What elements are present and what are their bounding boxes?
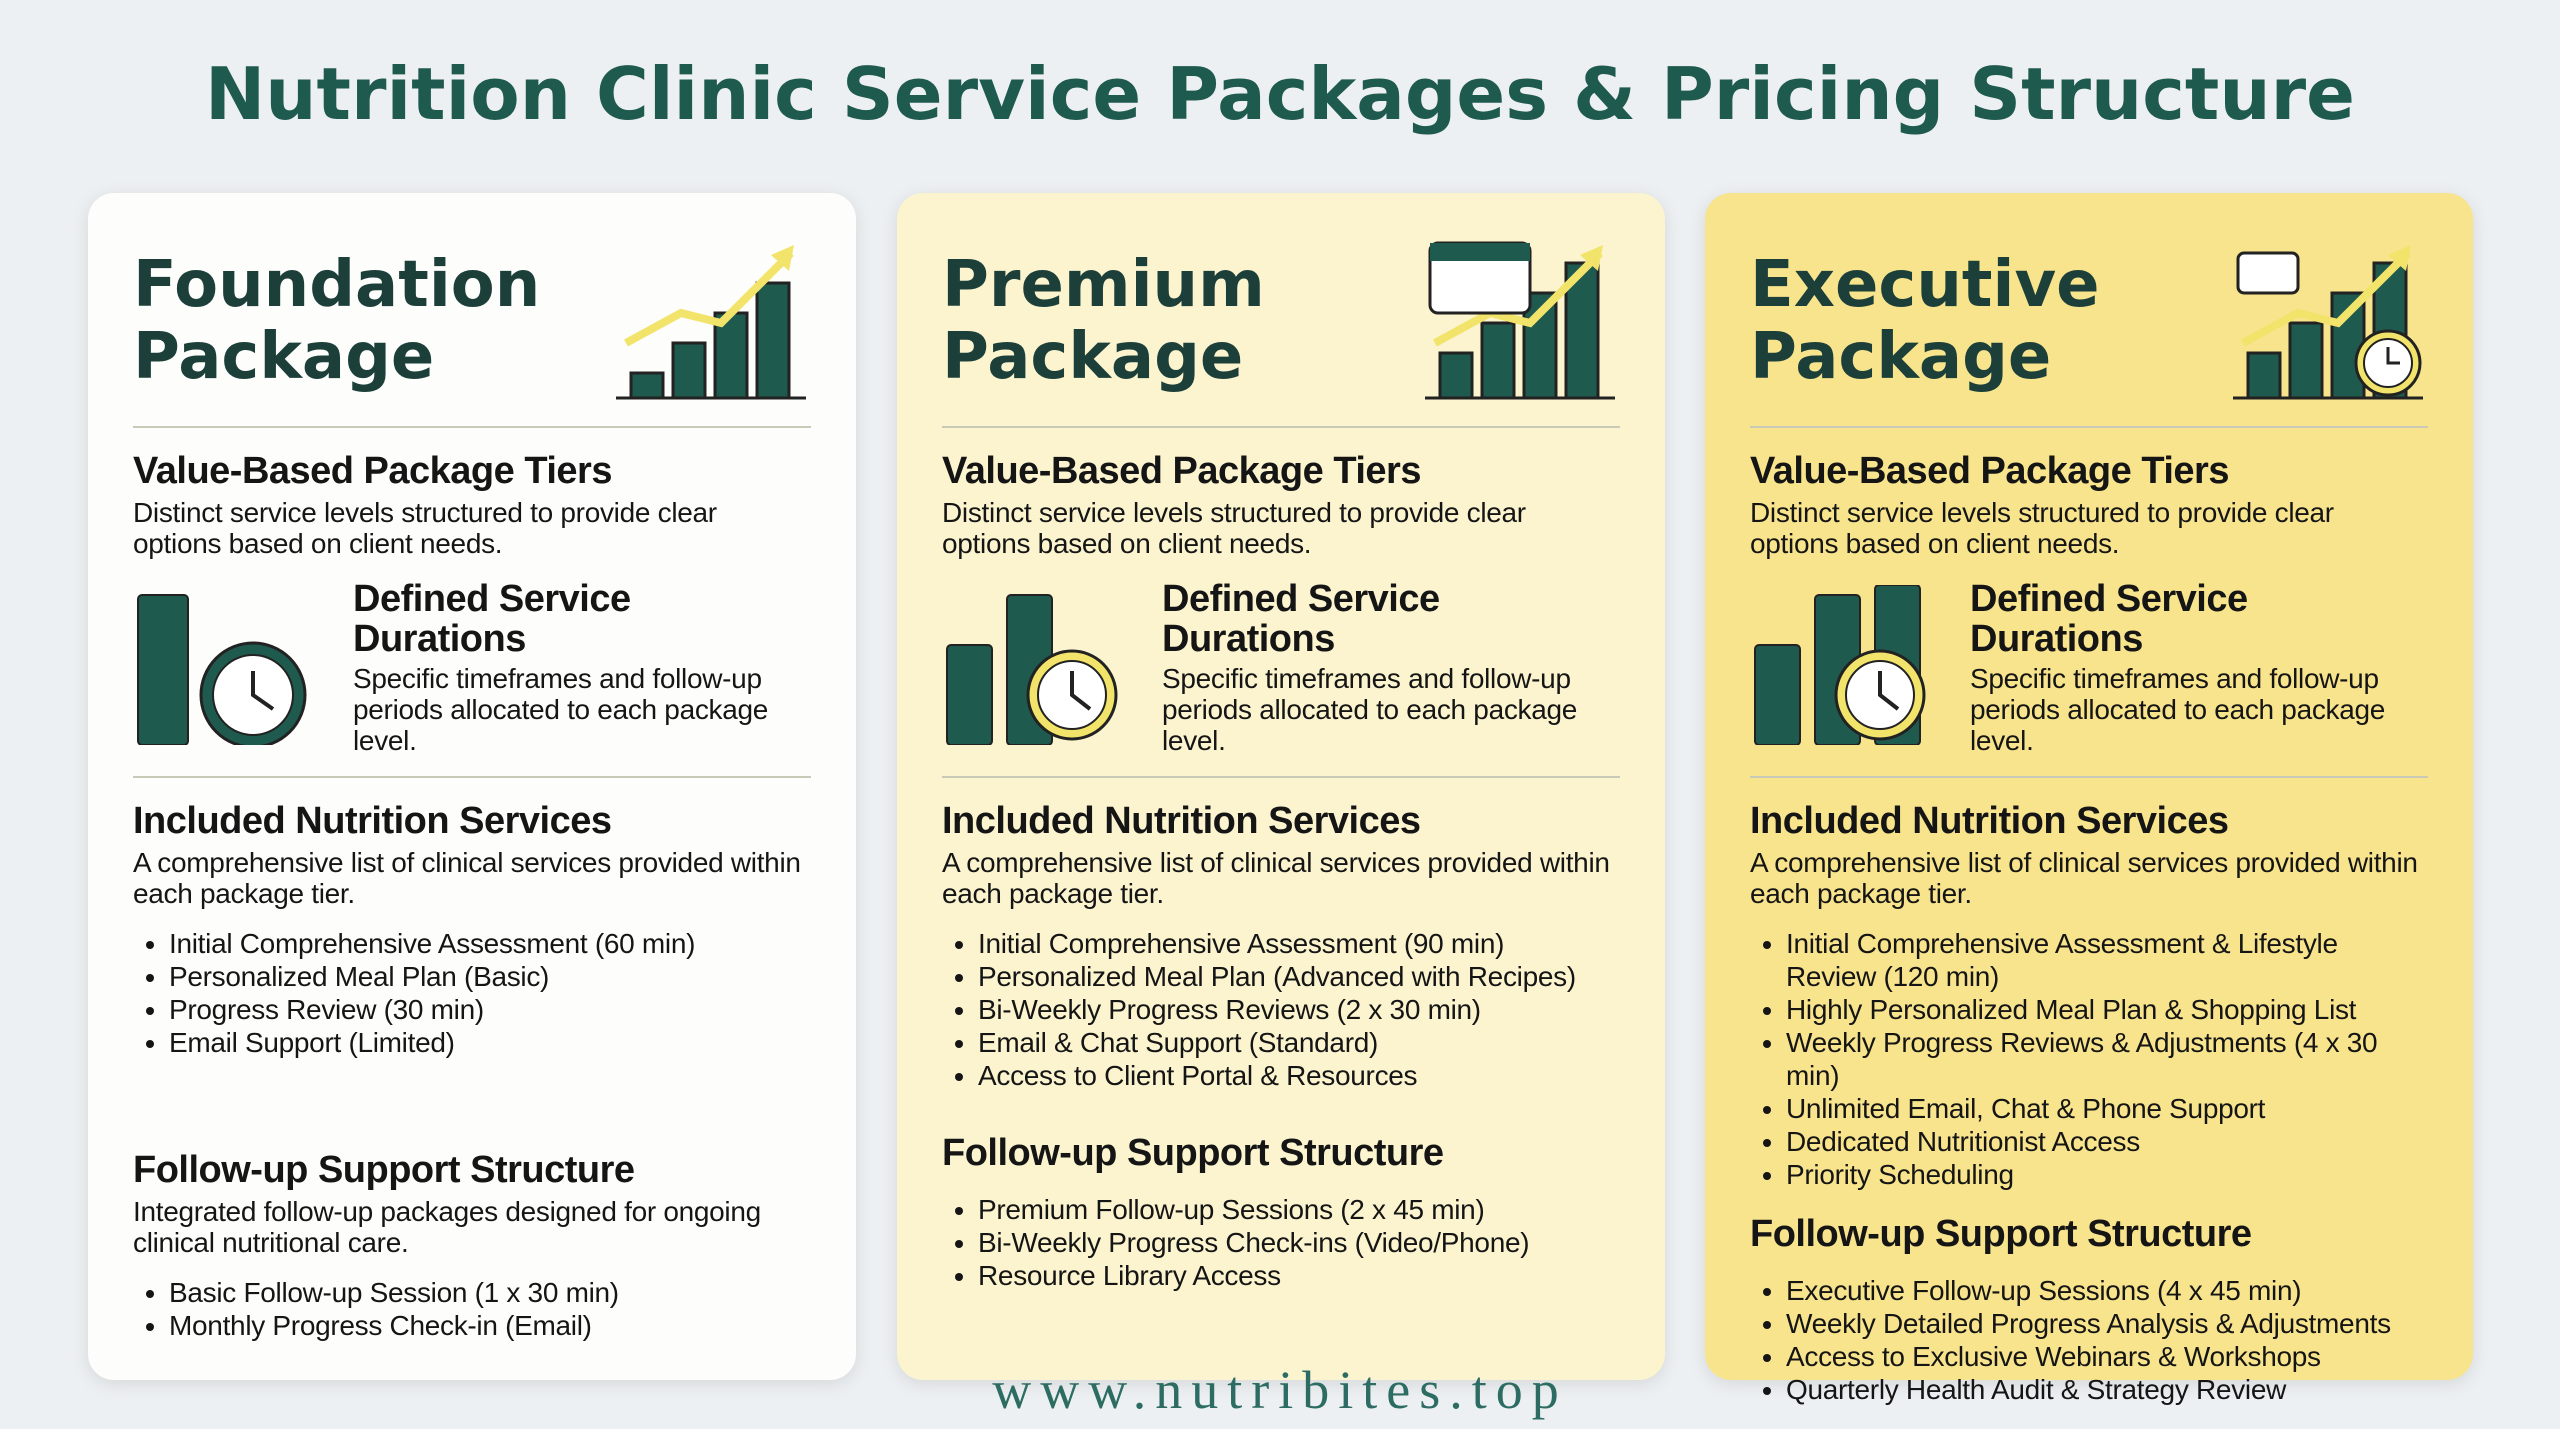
section-heading: Included Nutrition Services (133, 800, 612, 842)
service-item: Email & Chat Support (Standard) (978, 1026, 1620, 1059)
followup-item: Executive Follow-up Sessions (4 x 45 min… (1786, 1274, 2428, 1307)
package-name: Foundation Package (133, 247, 541, 394)
service-list: Initial Comprehensive Assessment & Lifes… (1750, 927, 2428, 1191)
section-heading: Defined Service Durations (353, 578, 631, 660)
package-name: Executive Package (1750, 247, 2100, 394)
service-item: Unlimited Email, Chat & Phone Support (1786, 1092, 2428, 1125)
followup-item: Premium Follow-up Sessions (2 x 45 min) (978, 1193, 1620, 1226)
package-card: Premium Package Value-Based Package Tier… (897, 193, 1665, 1380)
section-heading: Defined Service Durations (1970, 578, 2248, 660)
section-heading: Follow-up Support Structure (133, 1149, 635, 1191)
service-item: Initial Comprehensive Assessment (60 min… (169, 927, 811, 960)
section-text: Specific timeframes and follow-up period… (1162, 663, 1578, 756)
followup-section: Follow-up Support Structure Executive Fol… (1750, 1213, 2428, 1406)
service-item: Personalized Meal Plan (Basic) (169, 960, 811, 993)
footer-url[interactable]: www.nutribites.top (992, 1360, 1568, 1420)
service-item: Dedicated Nutritionist Access (1786, 1125, 2428, 1158)
service-item: Weekly Progress Reviews & Adjustments (4… (1786, 1026, 2428, 1092)
section-text: Integrated follow-up packages designed f… (133, 1196, 761, 1258)
service-item: Priority Scheduling (1786, 1158, 2428, 1191)
section-heading: Value-Based Package Tiers (942, 450, 1421, 492)
section-heading: Follow-up Support Structure (942, 1132, 1444, 1174)
package-card: Executive Package Value-Based Package Ti… (1705, 193, 2473, 1405)
durations-text: Defined Service Durations Specific timefr… (353, 579, 811, 756)
section-heading: Follow-up Support Structure (1750, 1213, 2252, 1255)
durations-text: Defined Service Durations Specific timefr… (1970, 579, 2428, 756)
section-heading: Included Nutrition Services (1750, 800, 2229, 842)
package-card: Foundation Package Value-Based Package T… (88, 193, 856, 1380)
durations-row: Defined Service Durations Specific timefr… (942, 579, 1620, 778)
section-text: A comprehensive list of clinical service… (942, 847, 1610, 909)
section-heading: Value-Based Package Tiers (1750, 450, 2229, 492)
service-item: Highly Personalized Meal Plan & Shopping… (1786, 993, 2428, 1026)
followup-item: Weekly Detailed Progress Analysis & Adju… (1786, 1307, 2428, 1340)
durations-text: Defined Service Durations Specific timefr… (1162, 579, 1620, 756)
card-header: Executive Package (1750, 233, 2428, 428)
package-name: Premium Package (942, 247, 1265, 394)
duration-icon (1750, 584, 1970, 750)
service-item: Bi-Weekly Progress Reviews (2 x 30 min) (978, 993, 1620, 1026)
section-text: Distinct service levels structured to pr… (1750, 497, 2334, 559)
service-item: Personalized Meal Plan (Advanced with Re… (978, 960, 1620, 993)
followup-list: Premium Follow-up Sessions (2 x 45 min)B… (942, 1193, 1620, 1292)
service-list: Initial Comprehensive Assessment (90 min… (942, 927, 1620, 1092)
header-icon (2228, 233, 2428, 408)
section-text: Distinct service levels structured to pr… (133, 497, 717, 559)
followup-item: Monthly Progress Check-in (Email) (169, 1309, 811, 1342)
service-item: Initial Comprehensive Assessment & Lifes… (1786, 927, 2428, 993)
service-item: Access to Client Portal & Resources (978, 1059, 1620, 1092)
durations-row: Defined Service Durations Specific timefr… (133, 579, 811, 778)
card-header: Premium Package (942, 233, 1620, 428)
followup-section: Follow-up Support Structure Premium Follo… (942, 1132, 1620, 1292)
duration-icon (133, 585, 353, 750)
page-title: Nutrition Clinic Service Packages & Pric… (205, 52, 2355, 136)
followup-item: Basic Follow-up Session (1 x 30 min) (169, 1276, 811, 1309)
followup-section: Follow-up Support Structure Integrated fo… (133, 1149, 811, 1342)
service-list: Initial Comprehensive Assessment (60 min… (133, 927, 811, 1059)
section-text: A comprehensive list of clinical service… (133, 847, 801, 909)
section-heading: Defined Service Durations (1162, 578, 1440, 660)
header-icon (1420, 233, 1620, 408)
section-text: Distinct service levels structured to pr… (942, 497, 1526, 559)
duration-icon (942, 585, 1162, 750)
section-heading: Included Nutrition Services (942, 800, 1421, 842)
service-item: Progress Review (30 min) (169, 993, 811, 1026)
followup-item: Access to Exclusive Webinars & Workshops (1786, 1340, 2428, 1373)
service-item: Email Support (Limited) (169, 1026, 811, 1059)
service-item: Initial Comprehensive Assessment (90 min… (978, 927, 1620, 960)
followup-item: Resource Library Access (978, 1259, 1620, 1292)
followup-item: Quarterly Health Audit & Strategy Review (1786, 1373, 2428, 1406)
durations-row: Defined Service Durations Specific timefr… (1750, 579, 2428, 778)
followup-list: Executive Follow-up Sessions (4 x 45 min… (1750, 1274, 2428, 1406)
section-text: Specific timeframes and follow-up period… (353, 663, 769, 756)
section-heading: Value-Based Package Tiers (133, 450, 612, 492)
followup-list: Basic Follow-up Session (1 x 30 min)Mont… (133, 1276, 811, 1342)
section-text: A comprehensive list of clinical service… (1750, 847, 2418, 909)
card-header: Foundation Package (133, 233, 811, 428)
header-icon (611, 233, 811, 408)
followup-item: Bi-Weekly Progress Check-ins (Video/Phon… (978, 1226, 1620, 1259)
section-text: Specific timeframes and follow-up period… (1970, 663, 2386, 756)
